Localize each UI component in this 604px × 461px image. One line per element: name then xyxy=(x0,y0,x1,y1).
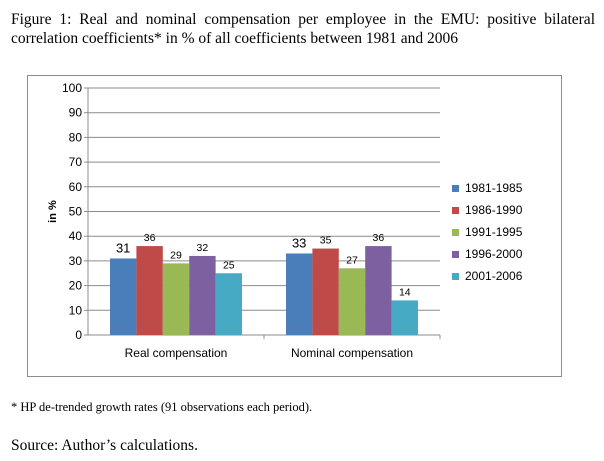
bar xyxy=(136,246,163,335)
legend-entry: 1996-2000 xyxy=(465,247,523,261)
figure-source: Source: Author’s calculations. xyxy=(11,437,198,454)
chart-frame: 0 10 20 30 40 50 60 70 80 90 100 31 36 29 32 25 33 35 27 3… xyxy=(27,75,562,377)
legend: 1981-1985 1986-1990 1991-1995 1996-2000 2001… xyxy=(452,181,523,283)
category-label: Nominal compensation xyxy=(291,346,413,360)
category-label: Real compensation xyxy=(125,346,228,360)
legend-entry: 1986-1990 xyxy=(465,203,523,217)
legend-swatch xyxy=(452,251,459,258)
legend-swatch xyxy=(452,229,459,236)
data-labels: 31 36 29 32 25 33 35 27 36 14 xyxy=(116,232,411,298)
legend-entry: 2001-2006 xyxy=(465,269,523,283)
data-label: 32 xyxy=(197,242,209,254)
data-label: 14 xyxy=(399,286,411,298)
y-tick-label: 0 xyxy=(75,328,82,342)
y-tick-label: 20 xyxy=(69,279,83,293)
y-axis-ticks: 0 10 20 30 40 50 60 70 80 90 100 xyxy=(62,81,88,342)
y-tick-label: 70 xyxy=(69,155,83,169)
bar xyxy=(365,246,392,335)
y-tick-label: 100 xyxy=(62,81,82,95)
legend-swatch xyxy=(452,185,459,192)
data-label: 25 xyxy=(223,259,235,271)
legend-entry: 1981-1985 xyxy=(465,181,523,195)
y-tick-label: 10 xyxy=(69,303,83,317)
bars xyxy=(110,246,418,335)
data-label: 31 xyxy=(116,240,130,255)
bar xyxy=(286,253,313,335)
data-label: 33 xyxy=(292,235,306,250)
y-tick-label: 60 xyxy=(69,180,83,194)
data-label: 35 xyxy=(320,235,332,247)
figure-footnote: * HP de-trended growth rates (91 observa… xyxy=(11,400,313,414)
bar xyxy=(312,248,339,335)
data-label: 29 xyxy=(170,249,182,261)
y-axis-title: in % xyxy=(47,200,59,223)
legend-entry: 1991-1995 xyxy=(465,225,523,239)
bar xyxy=(391,300,418,335)
bar xyxy=(110,258,137,335)
bar xyxy=(338,268,366,335)
data-label: 27 xyxy=(346,254,358,266)
y-tick-label: 40 xyxy=(69,229,83,243)
y-tick-label: 90 xyxy=(69,106,83,120)
y-tick-label: 50 xyxy=(69,205,83,219)
y-tick-label: 30 xyxy=(69,254,83,268)
legend-swatch xyxy=(452,273,459,280)
bar xyxy=(189,255,216,335)
figure-caption: Figure 1: Real and nominal compensation … xyxy=(11,11,595,47)
bar xyxy=(162,263,190,335)
data-label: 36 xyxy=(144,232,156,244)
legend-swatch xyxy=(452,207,459,214)
data-label: 36 xyxy=(373,232,385,244)
category-labels: Real compensation Nominal compensation xyxy=(125,346,413,360)
y-tick-label: 80 xyxy=(69,130,83,144)
bar xyxy=(215,273,242,335)
